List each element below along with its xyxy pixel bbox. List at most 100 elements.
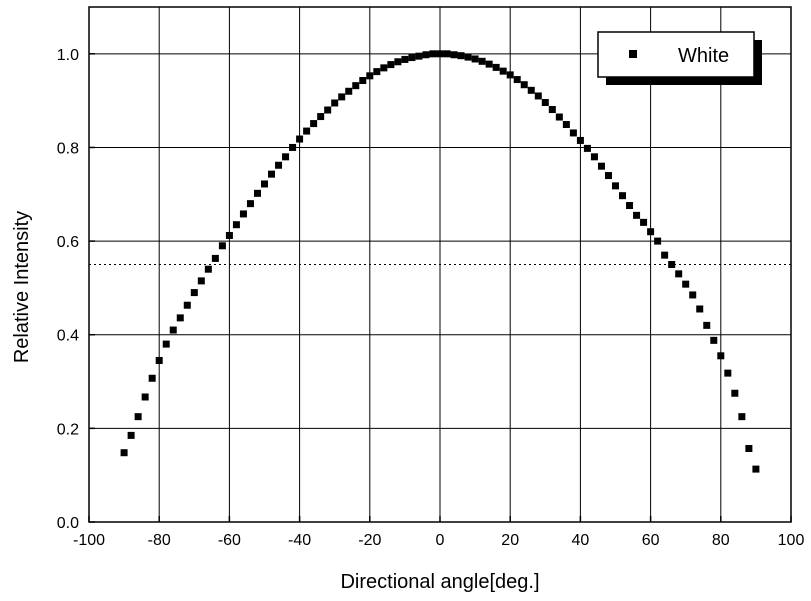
x-tick-label: 20 — [501, 532, 519, 549]
data-point — [401, 55, 409, 63]
data-point — [478, 57, 486, 65]
data-point — [576, 136, 584, 144]
y-tick-label: 0.4 — [57, 328, 79, 345]
y-tick-label: 0.6 — [57, 234, 79, 251]
axis-ticks: -100 -80 -60 -40 -20 0 20 40 60 80 100 0.0 0.2 0.4 0.6… — [57, 47, 805, 549]
data-point — [464, 53, 472, 61]
data-point — [717, 352, 725, 360]
data-point — [654, 237, 662, 245]
data-point — [534, 92, 542, 100]
data-point — [155, 356, 163, 364]
data-point — [633, 211, 641, 219]
data-point — [366, 72, 374, 80]
data-point — [275, 161, 283, 169]
data-point — [541, 99, 549, 107]
legend-label: White — [678, 45, 729, 67]
data-point — [218, 242, 226, 250]
data-point — [246, 200, 254, 208]
data-point — [689, 291, 697, 299]
data-point — [626, 202, 634, 210]
data-point — [612, 182, 619, 190]
data-point — [752, 465, 760, 473]
data-point — [120, 449, 128, 457]
data-point — [338, 93, 346, 101]
data-point — [387, 61, 395, 69]
data-point — [745, 444, 753, 452]
data-point — [682, 280, 690, 288]
data-point — [232, 221, 240, 229]
data-point — [183, 301, 191, 309]
data-point — [703, 321, 711, 329]
data-point — [134, 413, 142, 421]
data-points — [120, 50, 760, 473]
x-tick-label: 100 — [778, 532, 805, 549]
data-point — [647, 228, 655, 236]
data-point — [422, 51, 430, 59]
data-point — [253, 189, 261, 197]
data-point — [261, 180, 268, 188]
data-point — [640, 218, 648, 226]
data-point — [443, 50, 451, 58]
data-point — [731, 389, 739, 397]
data-point — [661, 251, 669, 259]
data-point — [408, 54, 416, 62]
data-point — [331, 99, 339, 107]
data-point — [710, 336, 718, 344]
data-point — [324, 106, 332, 114]
data-point — [345, 87, 353, 95]
x-tick-label: 40 — [572, 532, 590, 549]
data-point — [169, 326, 177, 334]
data-point — [450, 51, 458, 59]
data-point — [562, 121, 570, 129]
data-point — [359, 77, 367, 85]
data-point — [724, 369, 732, 377]
data-point — [239, 210, 247, 218]
data-point — [282, 153, 290, 161]
data-point — [268, 170, 276, 178]
data-point — [485, 60, 493, 68]
y-tick-label: 1.0 — [57, 47, 79, 64]
data-point — [738, 413, 746, 421]
data-point — [590, 153, 598, 161]
data-point — [619, 192, 627, 200]
data-point — [471, 55, 479, 63]
data-point — [668, 261, 676, 268]
data-point — [211, 254, 219, 262]
y-tick-label: 0.0 — [57, 515, 79, 532]
data-point — [520, 81, 528, 89]
data-point — [548, 106, 556, 114]
data-point — [513, 76, 521, 84]
data-point — [225, 231, 233, 239]
x-axis-title: Directional angle[deg.] — [340, 571, 539, 593]
data-point — [394, 58, 402, 66]
data-point — [176, 314, 184, 322]
data-point — [380, 64, 388, 72]
x-tick-label: 80 — [712, 532, 730, 549]
data-point — [141, 393, 149, 401]
data-point — [289, 143, 297, 151]
data-point — [204, 265, 212, 273]
data-point — [190, 289, 198, 297]
legend-box — [597, 31, 755, 78]
data-point — [148, 374, 156, 382]
x-tick-label: -40 — [288, 532, 311, 549]
legend: White — [597, 31, 762, 85]
data-point — [303, 127, 311, 135]
data-point — [457, 52, 465, 60]
data-point — [352, 82, 360, 90]
data-point — [317, 113, 325, 121]
data-point — [555, 113, 563, 121]
x-tick-label: -100 — [73, 532, 105, 549]
x-tick-label: -20 — [358, 532, 381, 549]
data-point — [310, 120, 318, 128]
x-tick-label: -60 — [218, 532, 241, 549]
data-point — [597, 162, 605, 170]
x-tick-label: -80 — [148, 532, 171, 549]
data-point — [373, 68, 381, 76]
data-point — [492, 63, 500, 71]
data-point — [197, 277, 205, 285]
y-axis-title: Relative Intensity — [11, 211, 33, 363]
data-point — [675, 270, 683, 278]
